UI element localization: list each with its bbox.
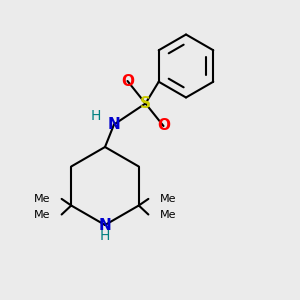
- Text: S: S: [140, 96, 151, 111]
- Text: N: N: [99, 218, 111, 232]
- Text: H: H: [100, 230, 110, 243]
- Text: O: O: [121, 74, 134, 88]
- Text: H: H: [91, 109, 101, 122]
- Text: Me: Me: [34, 194, 50, 204]
- Text: Me: Me: [160, 194, 176, 204]
- Text: Me: Me: [160, 209, 176, 220]
- Text: O: O: [157, 118, 170, 134]
- Text: N: N: [108, 117, 120, 132]
- Text: Me: Me: [34, 209, 50, 220]
